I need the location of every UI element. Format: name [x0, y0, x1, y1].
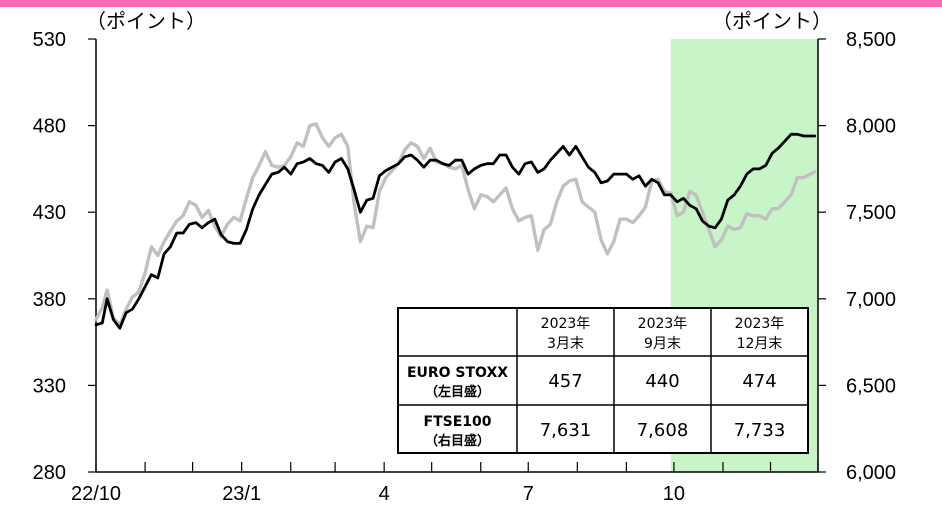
x-tick-label: 10 [663, 483, 685, 505]
table-value-cell: 7,733 [734, 420, 786, 441]
left-tick-label: 380 [33, 289, 66, 311]
right-tick-label: 8,500 [846, 29, 896, 51]
table-header-label: 9月末 [644, 336, 681, 352]
left-tick-label: 280 [33, 462, 66, 484]
right-tick-label: 7,500 [846, 202, 896, 224]
x-tick-label: 4 [379, 483, 390, 505]
left-tick-label: 480 [33, 116, 66, 138]
right-tick-label: 7,000 [846, 289, 896, 311]
table-header-label: 3月末 [547, 336, 584, 352]
table-header-label: 2023年 [541, 316, 591, 332]
table-value-cell: 457 [548, 371, 582, 392]
right-unit-label: （ポイント） [712, 9, 832, 33]
table-value-cell: 7,631 [540, 420, 592, 441]
table-value-cell: 440 [645, 371, 679, 392]
left-unit-label: （ポイント） [86, 9, 206, 33]
top-accent-bar [0, 0, 942, 7]
x-tick-label: 23/1 [222, 483, 261, 505]
table-row-label: EURO STOXX [407, 365, 508, 381]
right-tick-label: 6,500 [846, 375, 896, 397]
left-tick-label: 430 [33, 202, 66, 224]
x-tick-label: 22/10 [71, 483, 121, 505]
right-tick-label: 8,000 [846, 116, 896, 138]
table-header-label: 2023年 [735, 316, 785, 332]
table-row-label: FTSE100 [424, 414, 492, 430]
euro-stoxx-line [94, 132, 817, 330]
table-row-sublabel: （右目盛） [425, 433, 490, 449]
left-tick-label: 530 [33, 29, 66, 51]
ftse100-line [94, 122, 817, 327]
right-tick-label: 6,000 [846, 462, 896, 484]
table-header-label: 12月末 [737, 336, 783, 352]
data-table-frame [397, 307, 809, 454]
table-row-sublabel: （左目盛） [425, 384, 490, 400]
table-value-cell: 474 [742, 371, 776, 392]
table-header-label: 2023年 [638, 316, 688, 332]
x-tick-label: 7 [523, 483, 534, 505]
left-tick-label: 330 [33, 375, 66, 397]
table-value-cell: 7,608 [637, 420, 689, 441]
